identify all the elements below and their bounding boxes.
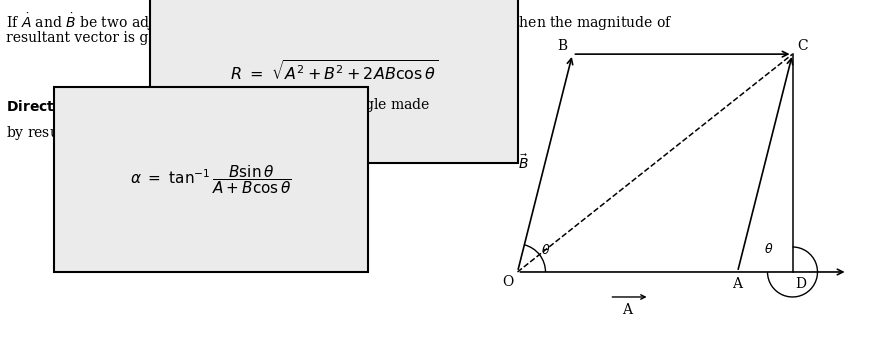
Text: O: O [502,275,513,289]
Text: B: B [558,39,567,53]
Text: $R \ = \ \sqrt{A^2+B^2+2AB\cos\theta}$: $R \ = \ \sqrt{A^2+B^2+2AB\cos\theta}$ [230,59,438,83]
Text: If $\dot{A}$ and $\dot{B}$ be two adjacent sides of a parallelogram, inclined at: If $\dot{A}$ and $\dot{B}$ be two adjace… [6,11,673,33]
Text: C: C [797,39,808,53]
Text: $\theta$: $\theta$ [541,243,550,257]
Text: $\mathbf{Direction\ of\ resultant}\ \vec{\mathbf{R}}$$\mathbf{.}$: $\mathbf{Direction\ of\ resultant}\ \vec… [6,96,194,115]
Text: A: A [732,277,742,291]
Text: $\vec{B}$: $\vec{B}$ [517,154,528,172]
Text: D: D [795,277,806,291]
Text: by resultant $\vec{R}$  with vector $\vec{A}$. Then: by resultant $\vec{R}$ with vector $\vec… [6,121,253,143]
Text: $\theta$: $\theta$ [764,242,774,256]
Text: Let $\alpha$ be the angle made: Let $\alpha$ be the angle made [6,96,430,114]
Text: A: A [623,303,632,317]
Text: $\alpha \ = \ \tan^{-1}\dfrac{B\sin\theta}{A+B\cos\theta}$: $\alpha \ = \ \tan^{-1}\dfrac{B\sin\thet… [130,163,292,196]
Text: CBSELabs.com: CBSELabs.com [195,136,282,175]
Text: resultant vector is given as: resultant vector is given as [6,31,198,45]
